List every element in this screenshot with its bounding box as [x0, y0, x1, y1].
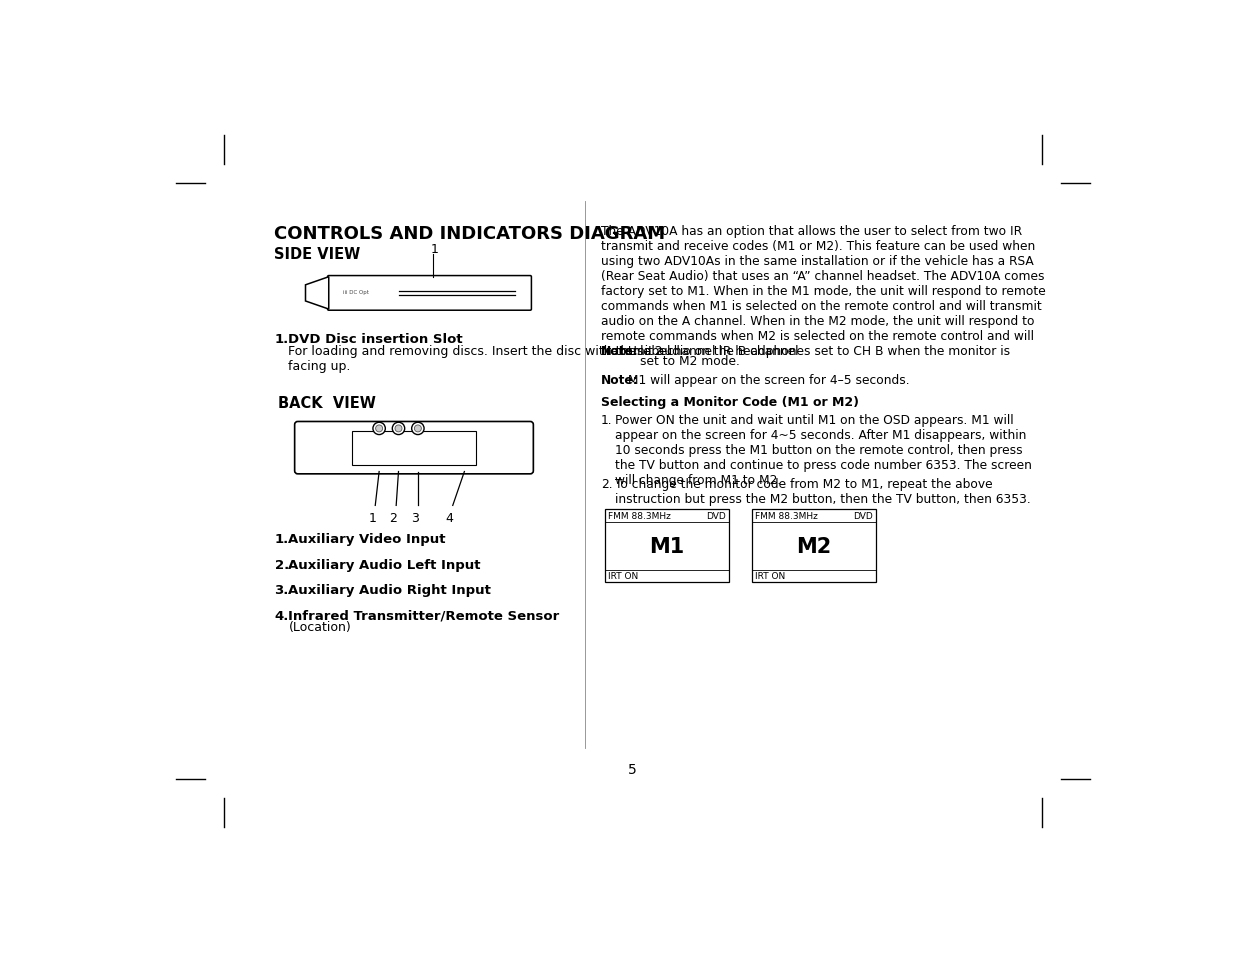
Text: For loading and removing discs. Insert the disc with the label
facing up.: For loading and removing discs. Insert t…: [289, 345, 671, 373]
Text: 3.: 3.: [274, 583, 289, 597]
Text: 2: 2: [389, 511, 396, 524]
Text: 1: 1: [430, 243, 438, 255]
Text: FMM 88.3MHz: FMM 88.3MHz: [608, 511, 671, 520]
Text: 1: 1: [368, 511, 377, 524]
Text: FMM 88.3MHz: FMM 88.3MHz: [755, 511, 818, 520]
Text: DVD: DVD: [853, 511, 873, 520]
Text: The ADV10A has an option that allows the user to select from two IR
transmit and: The ADV10A has an option that allows the…: [600, 225, 1046, 358]
Text: (Location): (Location): [289, 620, 351, 634]
FancyBboxPatch shape: [327, 276, 531, 311]
Text: 4.: 4.: [274, 609, 289, 622]
Text: 2.: 2.: [274, 558, 289, 571]
Text: Auxiliary Audio Right Input: Auxiliary Audio Right Input: [289, 583, 492, 597]
Text: 2.: 2.: [600, 477, 613, 491]
Text: Note:: Note:: [600, 374, 638, 387]
Text: 3: 3: [411, 511, 419, 524]
Circle shape: [393, 423, 405, 436]
Text: CONTROLS AND INDICATORS DIAGRAM: CONTROLS AND INDICATORS DIAGRAM: [274, 225, 666, 243]
Text: Infrared Transmitter/Remote Sensor: Infrared Transmitter/Remote Sensor: [289, 609, 559, 622]
Text: 1.: 1.: [274, 533, 289, 546]
Text: Use 2-channel IR headphones set to CH B when the monitor is: Use 2-channel IR headphones set to CH B …: [624, 344, 1010, 357]
Text: Power ON the unit and wait until M1 on the OSD appears. M1 will
appear on the sc: Power ON the unit and wait until M1 on t…: [615, 414, 1031, 486]
Circle shape: [415, 425, 421, 433]
Circle shape: [411, 423, 424, 436]
Text: M2: M2: [797, 537, 831, 557]
Text: 5: 5: [629, 762, 637, 776]
Text: 4: 4: [446, 511, 453, 524]
Text: SIDE VIEW: SIDE VIEW: [274, 247, 361, 262]
Text: DVD Disc insertion Slot: DVD Disc insertion Slot: [289, 333, 463, 346]
Text: Selecting a Monitor Code (M1 or M2): Selecting a Monitor Code (M1 or M2): [600, 395, 858, 408]
Polygon shape: [305, 277, 329, 310]
Text: DVD: DVD: [705, 511, 725, 520]
Circle shape: [373, 423, 385, 436]
Bar: [605, 510, 729, 583]
Text: set to M2 mode.: set to M2 mode.: [640, 355, 740, 368]
Text: BACK  VIEW: BACK VIEW: [278, 395, 377, 411]
Text: 1.: 1.: [274, 333, 289, 346]
Text: iii DC Opt: iii DC Opt: [342, 290, 368, 294]
Bar: [752, 510, 876, 583]
Text: Note:: Note:: [600, 344, 638, 357]
Text: Auxiliary Audio Left Input: Auxiliary Audio Left Input: [289, 558, 480, 571]
FancyBboxPatch shape: [295, 422, 534, 475]
FancyBboxPatch shape: [352, 432, 475, 465]
Text: IRT ON: IRT ON: [608, 572, 638, 580]
Text: IRT ON: IRT ON: [755, 572, 785, 580]
Text: 1.: 1.: [600, 414, 613, 427]
Text: To change the monitor code from M2 to M1, repeat the above
instruction but press: To change the monitor code from M2 to M1…: [615, 477, 1030, 505]
Circle shape: [395, 425, 401, 433]
Text: M1: M1: [650, 537, 684, 557]
Text: Auxiliary Video Input: Auxiliary Video Input: [289, 533, 446, 546]
Text: M1 will appear on the screen for 4–5 seconds.: M1 will appear on the screen for 4–5 sec…: [624, 374, 910, 387]
Circle shape: [375, 425, 383, 433]
